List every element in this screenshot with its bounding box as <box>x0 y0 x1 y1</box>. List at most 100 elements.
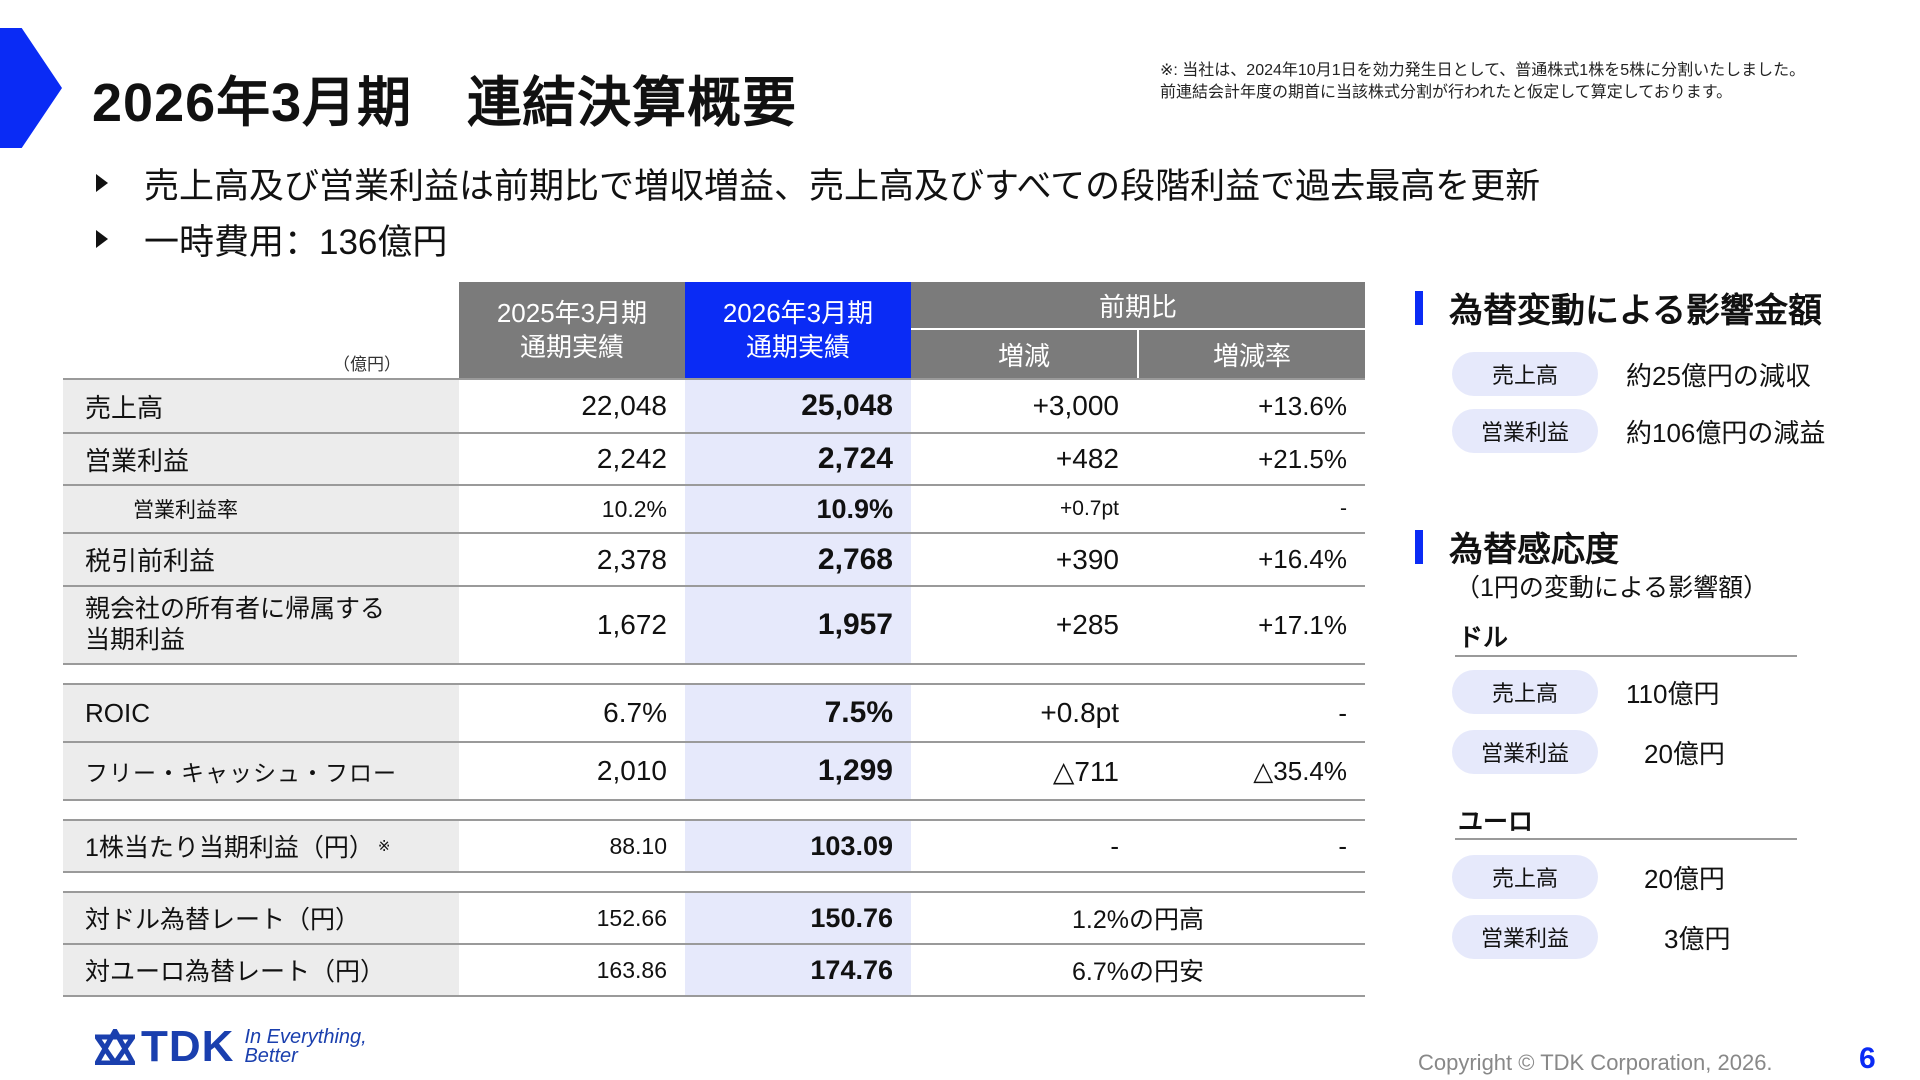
table-row: 対ドル為替レート（円） 152.66 150.76 1.2%の円高 <box>63 891 1365 945</box>
fx-impact-item: 営業利益 約106億円の減益 <box>1452 409 1825 453</box>
bullet-triangle-icon <box>96 230 108 248</box>
table-row: 営業利益率 10.2% 10.9% +0.7pt - <box>63 486 1365 534</box>
cell-curr: 1,299 <box>685 743 911 799</box>
cell-rate: +13.6% <box>1258 390 1347 421</box>
pill-value: 約106億円の減益 <box>1626 417 1826 448</box>
cell-diff: +482 <box>1055 443 1119 474</box>
bullet-triangle-icon <box>96 174 108 192</box>
cell-diff: △711 <box>1052 755 1119 787</box>
bullet-list: 売上高及び営業利益は前期比で増収増益、売上高及びすべての段階利益で過去最高を更新… <box>92 155 1540 267</box>
cell-prev: 22,048 <box>581 390 667 421</box>
cell-prev: 1,672 <box>596 609 667 640</box>
cell-prev: 152.66 <box>596 904 667 931</box>
header-curr-line2: 通期実績 <box>745 332 850 362</box>
fx-impact-item: 売上高 約25億円の減収 <box>1452 352 1811 396</box>
logo-wordmark: TDK <box>141 1022 235 1071</box>
cell-prev: 2,378 <box>596 543 667 575</box>
table-row: 売上高 22,048 25,048 +3,000 +13.6% <box>63 378 1365 434</box>
pill-value: 110億円 <box>1626 678 1720 709</box>
eur-divider <box>1455 838 1797 840</box>
pill-value: 約25億円の減収 <box>1626 360 1811 391</box>
pill-value: 20億円 <box>1644 863 1725 894</box>
header-current-year: 2026年3月期 通期実績 <box>685 282 911 378</box>
cell-diff: +390 <box>1055 543 1119 575</box>
eur-item: 営業利益 3億円 <box>1452 915 1730 959</box>
cell-rate: - <box>1338 697 1347 728</box>
bullet-item: 一時費用：136億円 <box>92 211 1540 267</box>
row-label-text: 1株当たり当期利益（円） <box>85 834 374 862</box>
header-diff: 増減 <box>911 330 1137 378</box>
row-label-line1: 親会社の所有者に帰属する <box>85 595 386 623</box>
tagline-line2: Better <box>244 1045 298 1067</box>
cell-diff: +285 <box>1055 609 1119 640</box>
cell-curr: 2,768 <box>685 534 911 585</box>
usd-label: ドル <box>1458 624 1509 652</box>
table-row: 親会社の所有者に帰属する 当期利益 1,672 1,957 +285 +17.1… <box>63 587 1365 665</box>
cell-curr: 174.76 <box>685 945 911 995</box>
table-row: 営業利益 2,242 2,724 +482 +21.5% <box>63 434 1365 486</box>
row-label: 営業利益率 <box>63 486 459 532</box>
table-gap <box>63 665 1365 683</box>
cell-prev: 6.7% <box>603 697 667 728</box>
pill-label: 営業利益 <box>1452 730 1598 774</box>
cell-curr: 150.76 <box>685 893 911 943</box>
cell-prev: 2,242 <box>596 443 667 474</box>
copyright: Copyright © TDK Corporation, 2026. <box>1418 1050 1773 1075</box>
row-label-line2: 当期利益 <box>85 626 186 654</box>
tdk-emblem-icon <box>95 1029 135 1065</box>
pill-label: 営業利益 <box>1452 409 1598 453</box>
eur-label: ユーロ <box>1458 808 1534 836</box>
cell-curr: 7.5% <box>685 685 911 741</box>
cell-curr: 2,724 <box>685 434 911 484</box>
cell-rate: +17.1% <box>1258 609 1347 640</box>
row-label: 対ユーロ為替レート（円） <box>63 945 459 995</box>
tdk-logo: TDK In Everything, Better <box>95 1022 367 1072</box>
usd-item: 営業利益 20億円 <box>1452 730 1725 774</box>
cell-curr: 1,957 <box>685 587 911 663</box>
split-note: ※: 当社は、2024年10月1日を効力発生日として、普通株式1株を5株に分割い… <box>1160 60 1900 104</box>
footnote-mark: ※ <box>377 838 391 855</box>
row-label: 税引前利益 <box>63 534 459 585</box>
page-number: 6 <box>1859 1042 1876 1075</box>
tagline-line1: In Everything, <box>244 1026 367 1048</box>
pill-value: 3億円 <box>1664 923 1731 954</box>
cell-rate: +21.5% <box>1258 443 1347 474</box>
fx-sensitivity-heading-text: 為替感応度 <box>1449 531 1619 569</box>
cell-rate: +16.4% <box>1258 544 1347 574</box>
table-row: 1株当たり当期利益（円） ※ 88.10 103.09 - - <box>63 819 1365 873</box>
cell-prev: 2,010 <box>596 755 667 786</box>
cell-diff: +3,000 <box>1032 390 1119 421</box>
usd-divider <box>1455 655 1797 657</box>
header-prev-line2: 通期実績 <box>519 332 624 362</box>
bullet-text: 一時費用：136億円 <box>144 222 448 262</box>
cell-prev: 163.86 <box>596 956 667 983</box>
row-label: 対ドル為替レート（円） <box>63 893 459 943</box>
note-line-1: ※: 当社は、2024年10月1日を効力発生日として、普通株式1株を5株に分割い… <box>1160 62 1806 79</box>
table-row: ROIC 6.7% 7.5% +0.8pt - <box>63 683 1365 743</box>
table-row: フリー・キャッシュ・フロー 2,010 1,299 △711 △35.4% <box>63 743 1365 801</box>
eur-item: 売上高 20億円 <box>1452 855 1725 899</box>
results-table: （億円） 2025年3月期 通期実績 2026年3月期 通期実績 前期比 増減 … <box>63 282 1365 997</box>
cell-rate: - <box>1338 830 1347 861</box>
table-row: 対ユーロ為替レート（円） 163.86 174.76 6.7%の円安 <box>63 945 1365 997</box>
bullet-item: 売上高及び営業利益は前期比で増収増益、売上高及びすべての段階利益で過去最高を更新 <box>92 155 1540 211</box>
note-line-2: 前連結会計年度の期首に当該株式分割が行われたと仮定して算定しております。 <box>1160 84 1733 101</box>
cell-compare-note: 6.7%の円安 <box>1072 958 1204 986</box>
cell-diff: - <box>1110 830 1119 861</box>
pill-label: 売上高 <box>1452 352 1598 396</box>
pill-label: 営業利益 <box>1452 915 1598 959</box>
fx-sensitivity-heading: 為替感応度 <box>1415 522 1619 571</box>
pill-value: 20億円 <box>1644 738 1725 769</box>
bullet-text: 売上高及び営業利益は前期比で増収増益、売上高及びすべての段階利益で過去最高を更新 <box>144 166 1541 206</box>
header-prev-line1: 2025年3月期 <box>496 298 648 328</box>
cell-rate: △35.4% <box>1253 755 1347 786</box>
cell-prev: 10.2% <box>601 495 667 522</box>
row-label: 営業利益 <box>63 434 459 484</box>
fx-sensitivity-subnote: （1円の変動による影響額） <box>1455 574 1769 602</box>
cell-curr: 25,048 <box>685 380 911 432</box>
page-title: 2026年3月期 連結決算概要 <box>92 73 798 133</box>
cell-diff: +0.7pt <box>1060 497 1119 520</box>
table-header: （億円） 2025年3月期 通期実績 2026年3月期 通期実績 前期比 増減 … <box>63 282 1365 378</box>
row-label: 親会社の所有者に帰属する 当期利益 <box>63 587 459 663</box>
cell-curr: 103.09 <box>685 821 911 871</box>
